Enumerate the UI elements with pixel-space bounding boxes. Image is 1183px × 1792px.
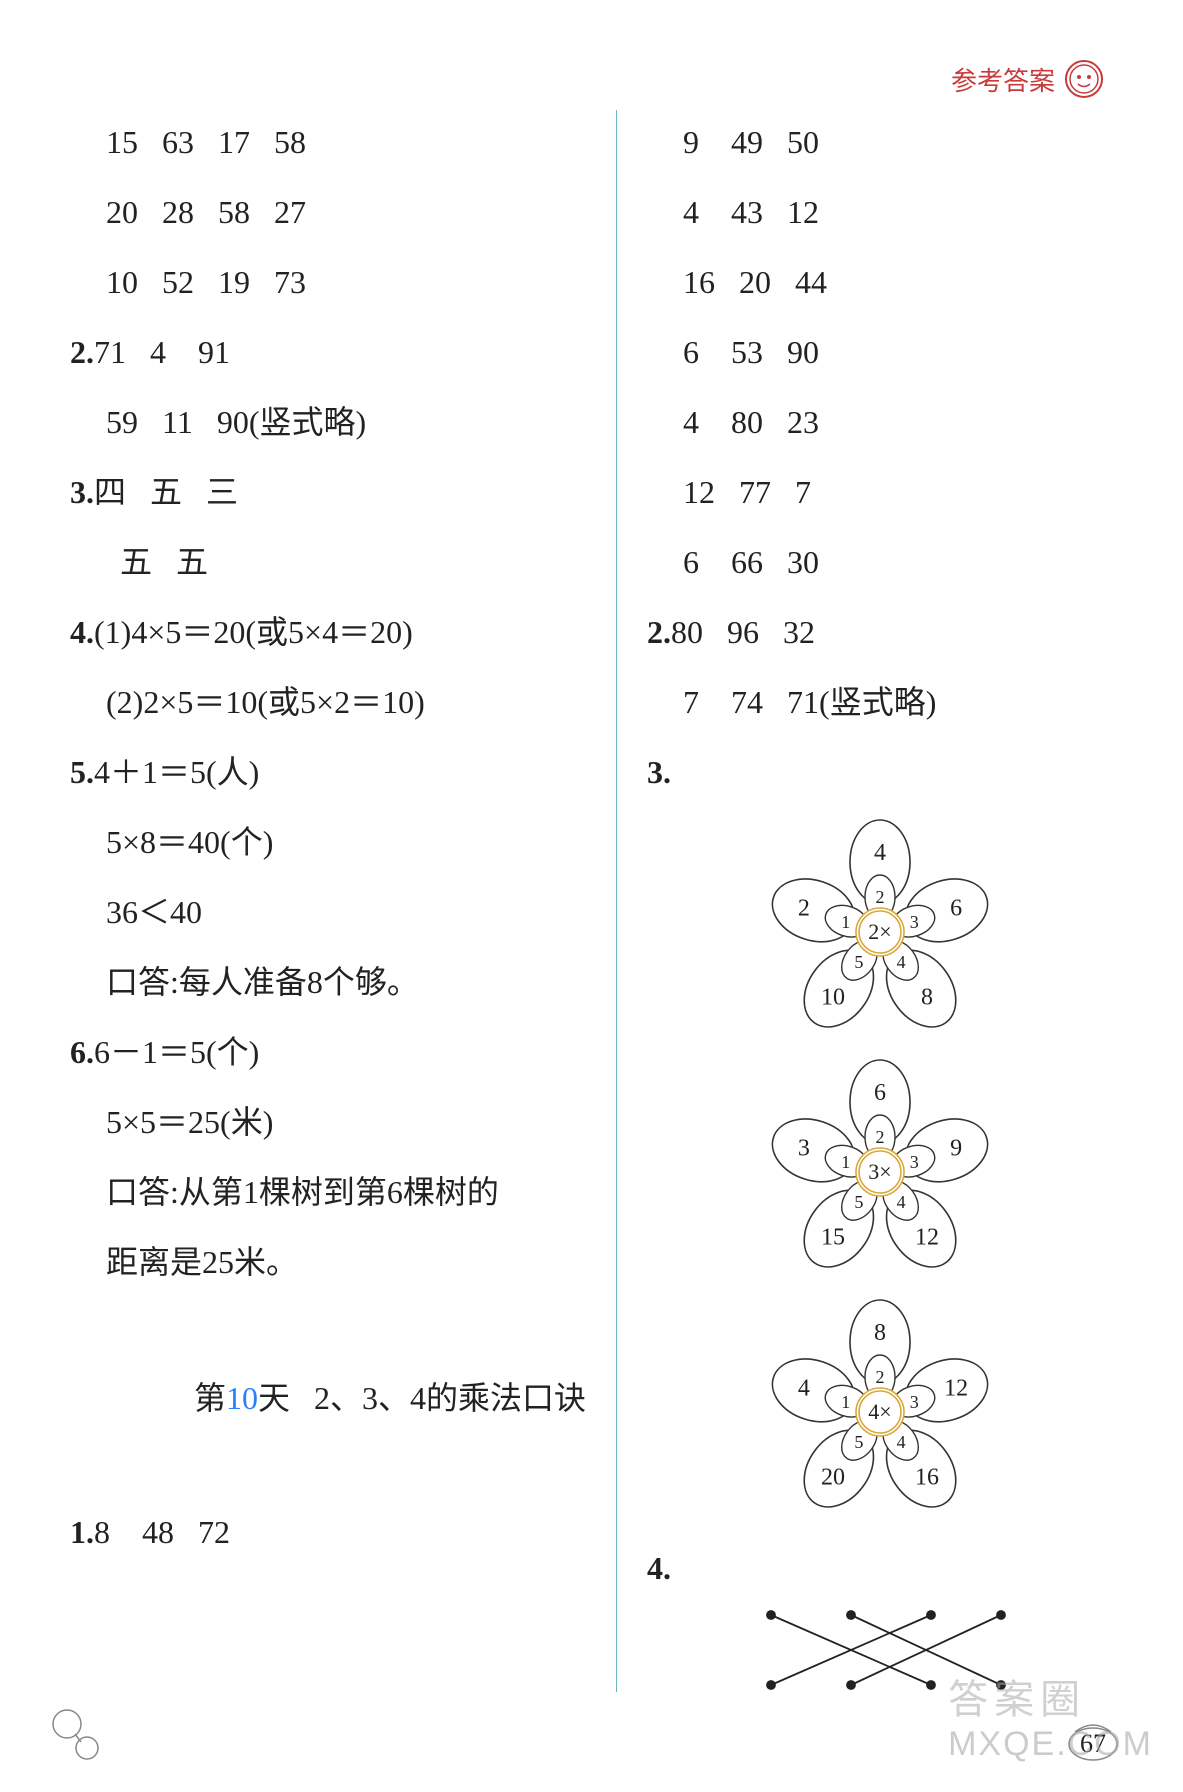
svg-text:12: 12 (944, 1375, 968, 1401)
text-row: 4 43 12 (647, 180, 1113, 244)
text-row: 口答:从第1棵树到第6棵树的 (70, 1160, 586, 1224)
svg-text:4: 4 (897, 1192, 906, 1212)
answer-line: 4.(1)4×5＝20(或5×4＝20) (70, 600, 586, 664)
text-row: 5×8＝40(个) (70, 810, 586, 874)
text: (1)4×5＝20(或5×4＝20) (94, 614, 413, 650)
text-row: 5×5＝25(米) (70, 1090, 586, 1154)
text-row: 59 11 90(竖式略) (70, 390, 586, 454)
question-number: 6. (70, 1034, 94, 1070)
svg-text:3: 3 (910, 1392, 919, 1412)
svg-text:2: 2 (798, 895, 810, 921)
svg-text:12: 12 (915, 1225, 939, 1251)
svg-text:2: 2 (876, 1127, 885, 1147)
answer-line: 5.4＋1＝5(人) (70, 740, 586, 804)
text-row: (2)2×5＝10(或5×2＝10) (70, 670, 586, 734)
answer-line: 6.6－1＝5(个) (70, 1020, 586, 1084)
text: 四 五 三 (94, 474, 238, 510)
answer-line: 2.71 4 91 (70, 320, 586, 384)
text-row: 16 20 44 (647, 250, 1113, 314)
text-row: 20 28 58 27 (70, 180, 586, 244)
footer-mascot-icon (45, 1704, 103, 1762)
svg-text:9: 9 (950, 1135, 962, 1161)
text-row: 五 五 (70, 530, 586, 594)
question-number: 5. (70, 754, 94, 790)
question-number: 4. (70, 614, 94, 650)
text-row: 12 77 7 (647, 460, 1113, 524)
mascot-icon (1065, 60, 1103, 98)
flower-diagram-1: 2×46810223451 (647, 816, 1113, 1036)
text-row: 距离是25米。 (70, 1230, 586, 1294)
svg-text:1: 1 (841, 1152, 850, 1172)
title-suffix: 天 2、3、4的乘法口诀 (258, 1380, 586, 1416)
svg-text:3×: 3× (868, 1159, 891, 1184)
svg-text:4: 4 (897, 1432, 906, 1452)
page-header: 参考答案 (951, 60, 1103, 98)
svg-text:3: 3 (910, 1152, 919, 1172)
svg-text:15: 15 (821, 1225, 845, 1251)
svg-text:3: 3 (798, 1135, 810, 1161)
text: 80 96 32 (671, 614, 815, 650)
svg-text:4: 4 (897, 952, 906, 972)
text-row: 6 53 90 (647, 320, 1113, 384)
svg-text:8: 8 (874, 1320, 886, 1346)
text: 4＋1＝5(人) (94, 754, 259, 790)
svg-text:5: 5 (854, 1432, 863, 1452)
watermark: 答案圈 MXQE.COM (948, 1667, 1153, 1764)
svg-text:2×: 2× (868, 919, 891, 944)
text-row: 36＜40 (70, 880, 586, 944)
section-title: 第10天 2、3、4的乘法口诀 (70, 1302, 586, 1494)
svg-text:4: 4 (798, 1375, 810, 1401)
answer-line: 3.四 五 三 (70, 460, 586, 524)
question-number: 2. (647, 614, 671, 650)
svg-text:4×: 4× (868, 1399, 891, 1424)
svg-text:1: 1 (841, 912, 850, 932)
text: 6－1＝5(个) (94, 1034, 259, 1070)
text-row: 7 74 71(竖式略) (647, 670, 1113, 734)
text: 8 48 72 (94, 1514, 230, 1550)
text-row: 6 66 30 (647, 530, 1113, 594)
answer-line: 2.80 96 32 (647, 600, 1113, 664)
right-column: 9 49 50 4 43 12 16 20 44 6 53 90 4 80 23… (617, 110, 1133, 1692)
text-row: 15 63 17 58 (70, 110, 586, 174)
svg-text:1: 1 (841, 1392, 850, 1412)
left-column: 15 63 17 58 20 28 58 27 10 52 19 73 2.71… (50, 110, 617, 1692)
content-columns: 15 63 17 58 20 28 58 27 10 52 19 73 2.71… (50, 110, 1133, 1692)
header-title: 参考答案 (951, 61, 1055, 98)
svg-text:16: 16 (915, 1465, 939, 1491)
answer-line: 1.8 48 72 (70, 1500, 586, 1564)
title-number: 10 (226, 1380, 258, 1416)
watermark-en: MXQE.COM (948, 1725, 1153, 1764)
text: 71 4 91 (94, 334, 230, 370)
text-row: 4 80 23 (647, 390, 1113, 454)
text-row: 9 49 50 (647, 110, 1113, 174)
title-prefix: 第 (194, 1380, 226, 1416)
question-number: 2. (70, 334, 94, 370)
flower-diagram-2: 3×691215323451 (647, 1056, 1113, 1276)
page: 参考答案 15 63 17 58 20 28 58 27 10 52 19 73… (0, 0, 1183, 1792)
flower-diagram-3: 4×8121620423451 (647, 1296, 1113, 1516)
svg-text:2: 2 (876, 887, 885, 907)
question-number: 1. (70, 1514, 94, 1550)
svg-text:6: 6 (874, 1080, 886, 1106)
svg-text:3: 3 (910, 912, 919, 932)
svg-text:10: 10 (821, 985, 845, 1011)
svg-text:5: 5 (854, 1192, 863, 1212)
text-row: 口答:每人准备8个够。 (70, 950, 586, 1014)
svg-text:6: 6 (950, 895, 962, 921)
watermark-cn: 答案圈 (948, 1667, 1153, 1725)
question-number: 3. (70, 474, 94, 510)
text-row: 10 52 19 73 (70, 250, 586, 314)
svg-text:8: 8 (921, 985, 933, 1011)
question-number: 3. (647, 754, 671, 790)
svg-text:2: 2 (876, 1367, 885, 1387)
answer-line: 3. (647, 740, 1113, 804)
svg-text:4: 4 (874, 840, 886, 866)
question-number: 4. (647, 1536, 671, 1600)
svg-text:20: 20 (821, 1465, 845, 1491)
svg-text:5: 5 (854, 952, 863, 972)
